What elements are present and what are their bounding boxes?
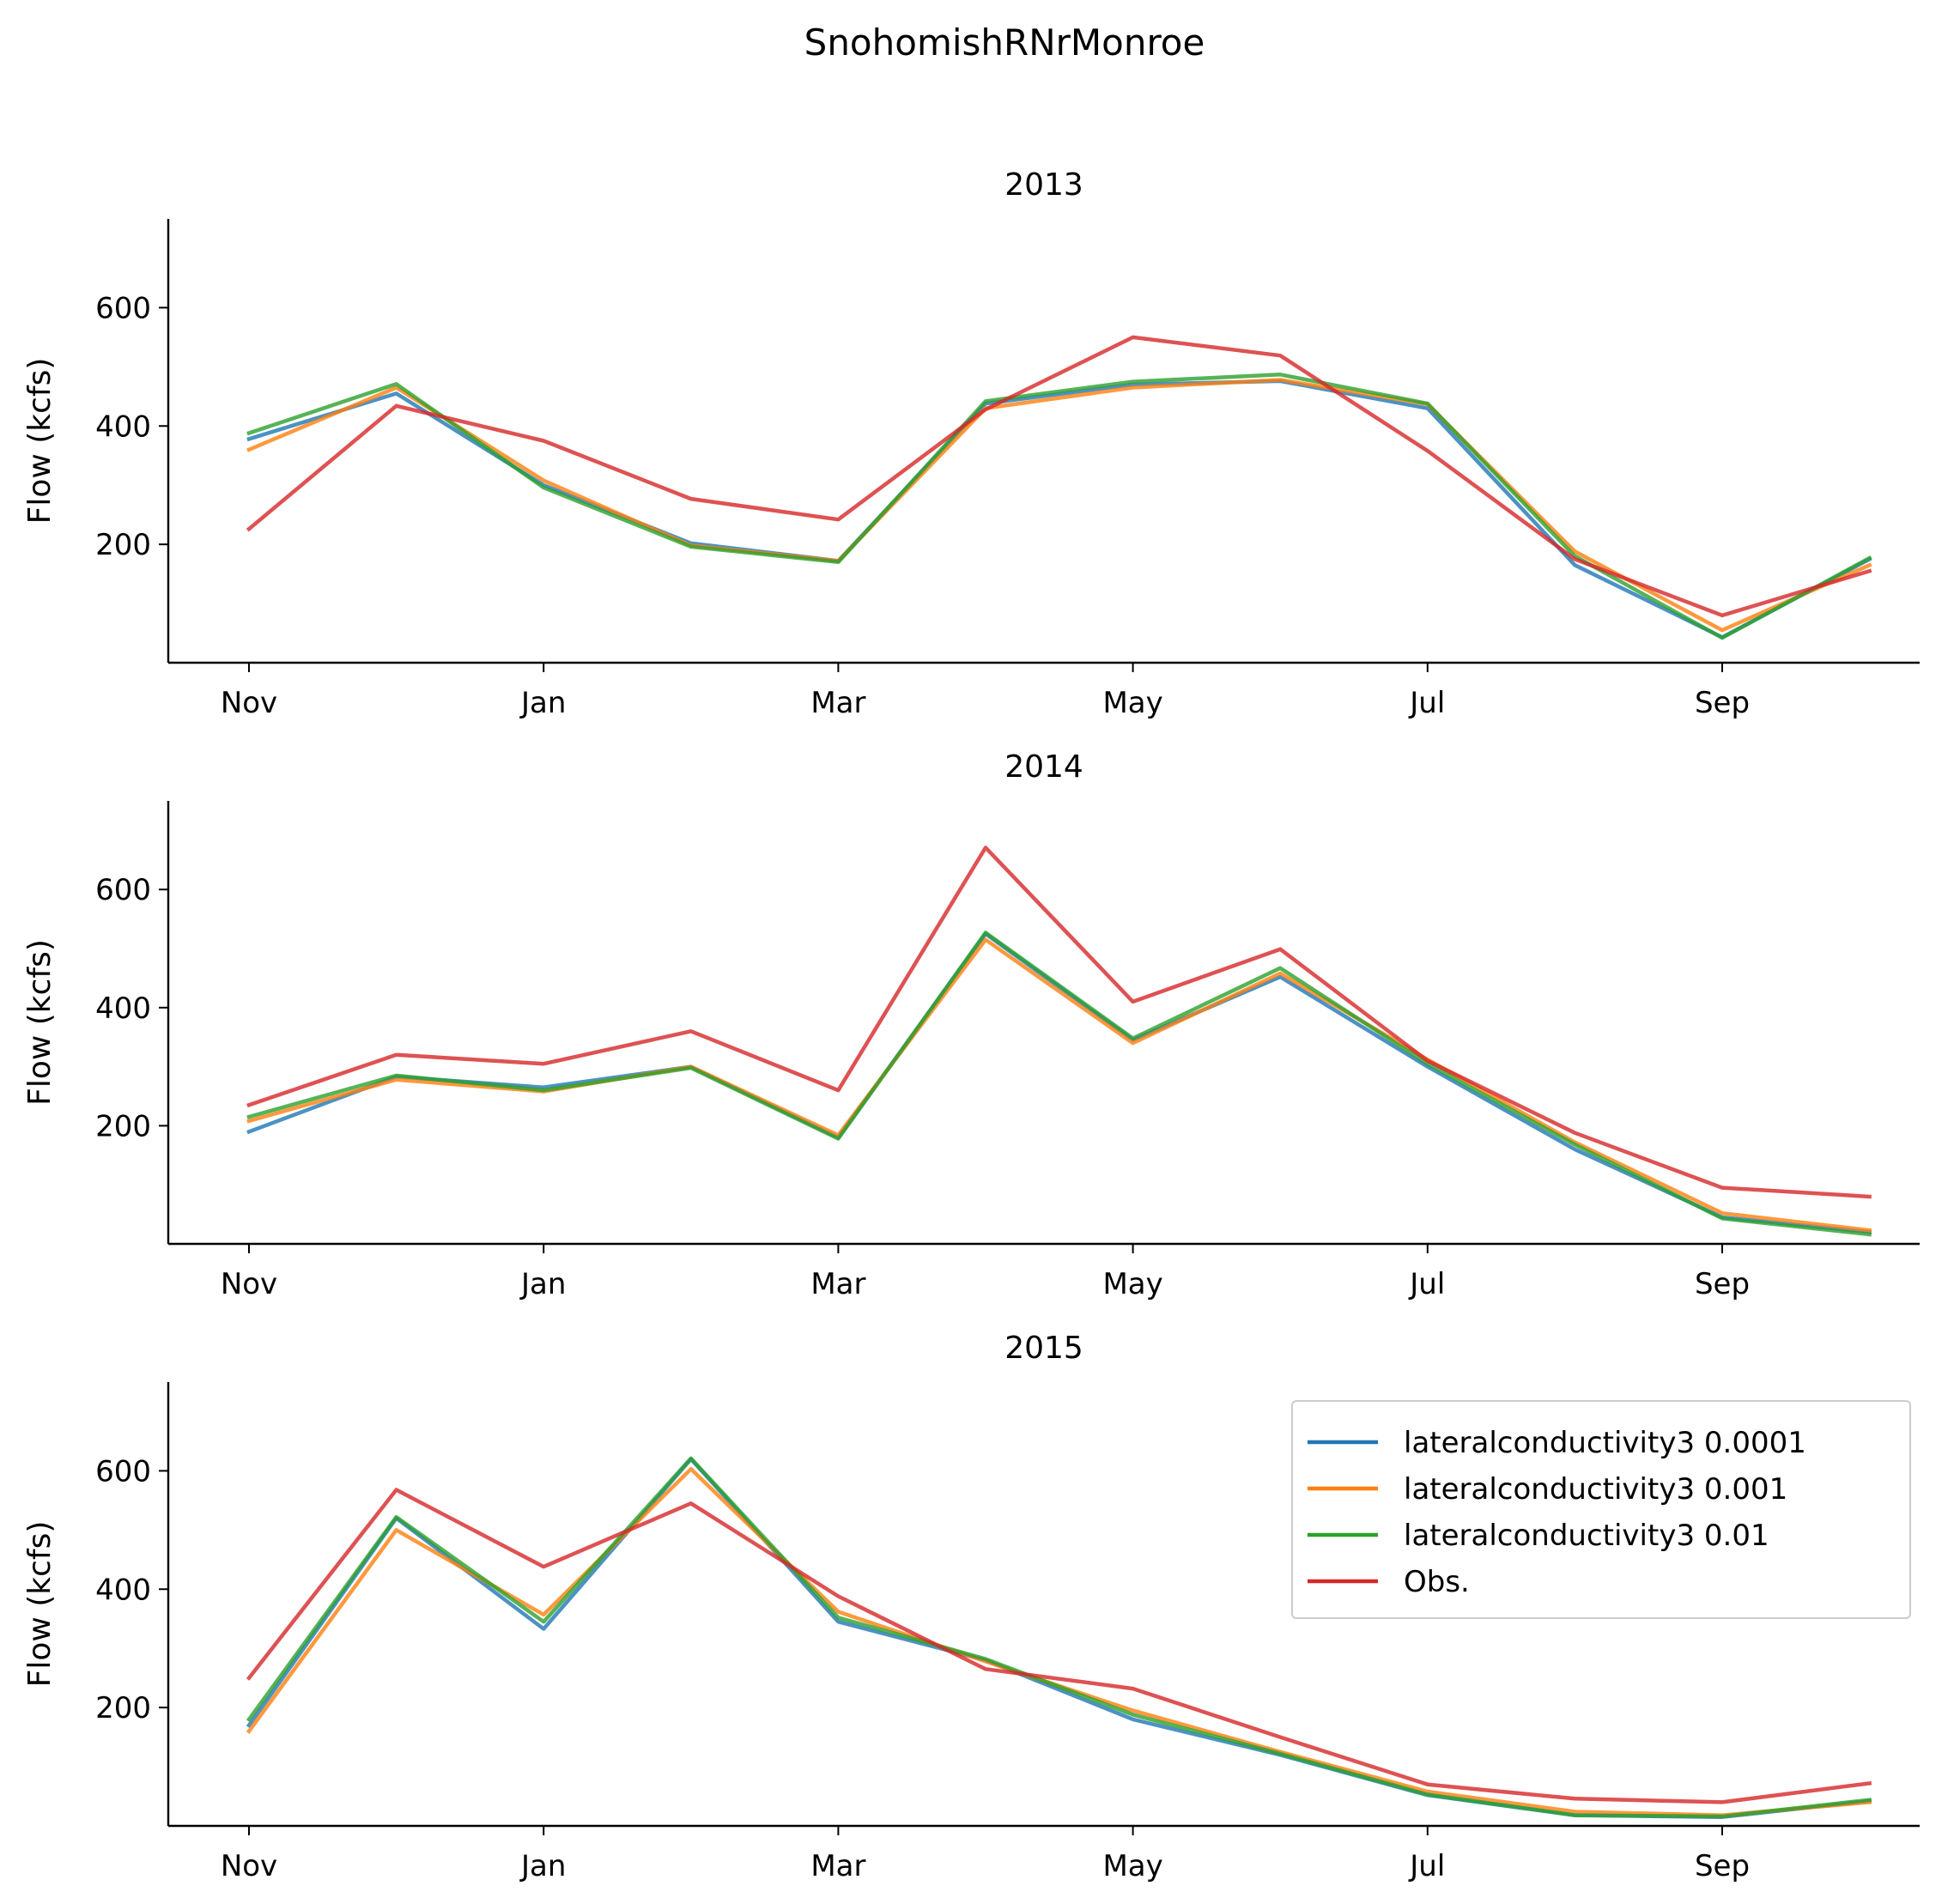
y-axis-label: Flow (kcfs)	[22, 1521, 58, 1688]
series-line-lateralconductivity3-0-01	[246, 1456, 1872, 1819]
x-tick-label: Jul	[1408, 1849, 1445, 1883]
subplot-2013: 2013 Flow (kcfs) 200 400 600 Nov Jan Mar May Jul S…	[22, 167, 1920, 720]
legend: lateralconductivity3 0.0001 lateralconduc…	[1291, 1400, 1911, 1619]
x-tick-label: Mar	[810, 1267, 865, 1301]
x-tick-label: Jan	[519, 1267, 566, 1301]
series-line-Obs-	[246, 1488, 1872, 1804]
figure-title: SnohomishRNrMonroe	[804, 21, 1205, 64]
x-tick-label: Mar	[810, 686, 865, 720]
series-line-Obs-	[246, 846, 1872, 1199]
y-axis-label: Flow (kcfs)	[22, 939, 58, 1106]
x-tick-label: Sep	[1695, 686, 1750, 720]
y-tick-label: 600	[95, 1454, 151, 1489]
y-tick-label: 600	[95, 873, 151, 907]
y-tick-label: 400	[95, 409, 151, 444]
x-tick-label: Nov	[221, 686, 277, 720]
legend-label: lateralconductivity3 0.0001	[1404, 1426, 1806, 1460]
y-tick-label: 400	[95, 991, 151, 1026]
y-tick-label: 200	[95, 1691, 151, 1725]
subplot-title: 2014	[1004, 749, 1083, 785]
x-tick-label: Jul	[1408, 686, 1445, 720]
x-tick-label: Jan	[519, 1849, 566, 1883]
legend-label: lateralconductivity3 0.01	[1404, 1519, 1769, 1553]
x-tick-label: Jul	[1408, 1267, 1445, 1301]
x-tick-label: May	[1102, 686, 1162, 720]
subplot-2015: 2015 Flow (kcfs) 200 400 600 Nov Jan Mar May Jul S…	[22, 1331, 1920, 1883]
x-tick-label: May	[1102, 1849, 1162, 1883]
x-tick-label: Sep	[1695, 1267, 1750, 1301]
series-line-Obs-	[246, 335, 1872, 618]
legend-label: Obs.	[1404, 1565, 1470, 1599]
subplots: 2013 Flow (kcfs) 200 400 600 Nov Jan Mar May Jul S…	[22, 167, 1920, 1883]
subplot-2014: 2014 Flow (kcfs) 200 400 600 Nov Jan Mar May Jul S…	[22, 749, 1920, 1301]
y-axis-label: Flow (kcfs)	[22, 358, 58, 525]
subplot-title: 2013	[1004, 167, 1083, 203]
subplot-title: 2015	[1004, 1331, 1083, 1366]
y-tick-label: 400	[95, 1573, 151, 1607]
y-tick-label: 200	[95, 528, 151, 562]
legend-label: lateralconductivity3 0.001	[1404, 1472, 1787, 1507]
x-tick-label: Mar	[810, 1849, 865, 1883]
legend-frame	[1291, 1400, 1911, 1619]
x-tick-label: Jan	[519, 686, 566, 720]
x-tick-label: Nov	[221, 1267, 277, 1301]
series-line-lateralconductivity3-0-001	[246, 378, 1872, 633]
series-line-lateralconductivity3-0-01	[246, 931, 1872, 1237]
y-tick-label: 600	[95, 291, 151, 325]
x-tick-label: May	[1102, 1267, 1162, 1301]
x-tick-label: Nov	[221, 1849, 277, 1883]
y-tick-label: 200	[95, 1109, 151, 1143]
x-tick-label: Sep	[1695, 1849, 1750, 1883]
